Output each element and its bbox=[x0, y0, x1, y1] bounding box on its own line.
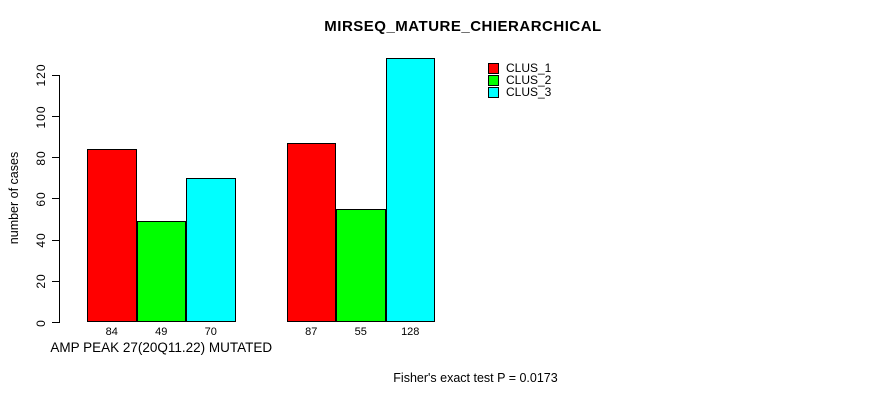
legend-swatch bbox=[488, 74, 499, 86]
bar-clus_2-group1 bbox=[136, 221, 186, 322]
bar-value-label: 70 bbox=[204, 326, 217, 338]
bar-value-label: 84 bbox=[105, 326, 118, 338]
legend-label: CLUS_2 bbox=[506, 73, 552, 87]
y-axis-tick bbox=[52, 74, 59, 76]
bar-clus_1-group2 bbox=[286, 142, 336, 322]
y-axis-tick-label-text: 20 bbox=[34, 273, 48, 289]
legend-item: CLUS_3 bbox=[488, 86, 551, 98]
bar-value-label: 49 bbox=[155, 326, 168, 338]
y-axis-tick bbox=[52, 157, 59, 159]
y-axis-tick bbox=[52, 116, 59, 117]
y-axis-tick-label-text: 40 bbox=[34, 232, 48, 248]
y-axis-tick-label-text: 0 bbox=[34, 318, 48, 327]
bar-value-label: 55 bbox=[354, 326, 367, 338]
annotation-pvalue: Fisher's exact test P = 0.0173 bbox=[393, 371, 558, 385]
y-axis-line bbox=[59, 74, 60, 323]
y-axis-tick-label-text: 60 bbox=[34, 191, 48, 207]
bar-value-label: 87 bbox=[305, 326, 318, 338]
legend-item: CLUS_1 bbox=[488, 62, 551, 74]
legend-item: CLUS_2 bbox=[488, 74, 551, 86]
x-category-label: AMP PEAK 27(20Q11.22) MUTATED bbox=[50, 340, 273, 355]
legend-swatch bbox=[488, 86, 499, 98]
y-axis-tick bbox=[52, 239, 59, 241]
legend: CLUS_1 CLUS_2 CLUS_3 bbox=[488, 62, 551, 98]
y-axis-tick bbox=[52, 322, 59, 323]
bar-clus_3-group2 bbox=[385, 58, 435, 322]
y-axis-tick-label-text: 80 bbox=[34, 150, 48, 166]
y-axis-title-text: number of cases bbox=[7, 151, 21, 245]
legend-label: CLUS_1 bbox=[506, 61, 552, 75]
y-axis-tick bbox=[52, 198, 59, 200]
legend-swatch bbox=[488, 62, 499, 74]
y-axis-tick-label-text: 100 bbox=[34, 104, 48, 129]
bar-value-label: 128 bbox=[401, 326, 420, 338]
y-axis-tick bbox=[52, 280, 59, 282]
y-axis-tick-label-text: 120 bbox=[34, 63, 48, 87]
bar-clus_3-group1 bbox=[186, 177, 236, 322]
legend-label: CLUS_3 bbox=[506, 85, 552, 99]
bar-clus_2-group2 bbox=[336, 208, 386, 322]
chart-title: MIRSEQ_MATURE_CHIERARCHICAL bbox=[324, 18, 602, 35]
bar-clus_1-group1 bbox=[87, 148, 137, 322]
